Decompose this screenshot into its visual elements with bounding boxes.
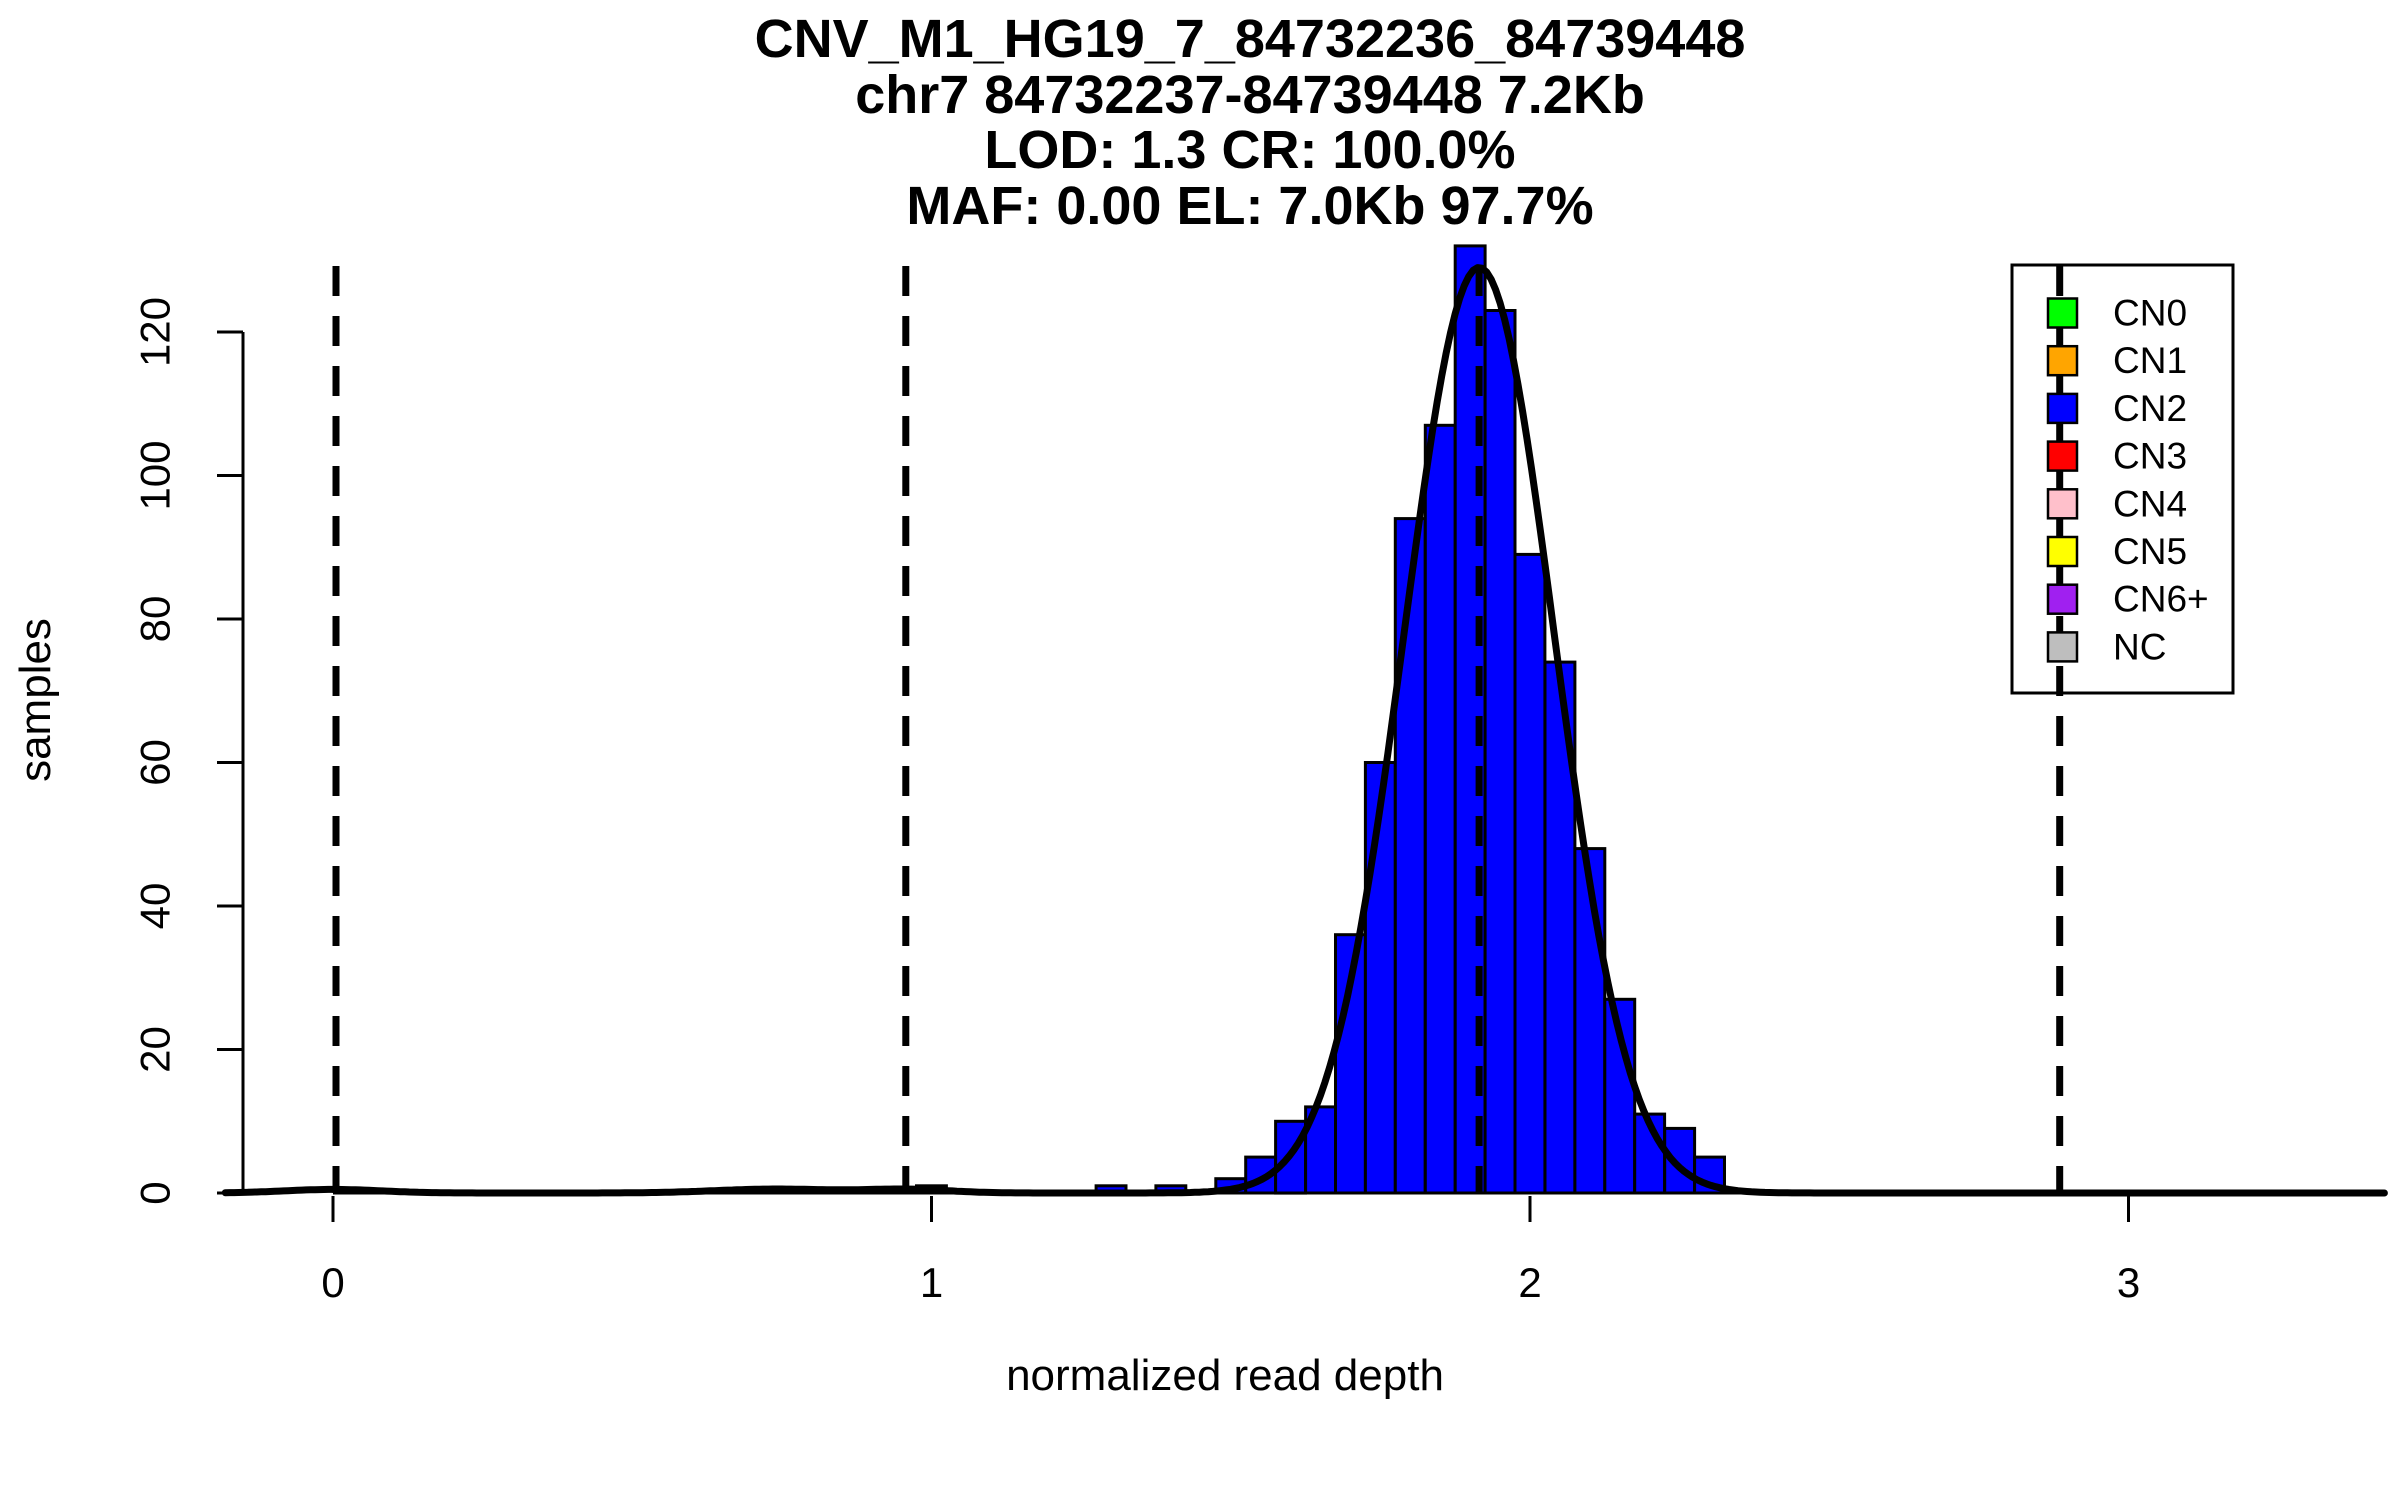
y-tick-label: 0: [132, 1181, 179, 1204]
histogram-bars: [915, 244, 1726, 1195]
y-tick-label: 60: [132, 739, 179, 786]
histogram-bar: [1393, 517, 1427, 1195]
legend-item-cn5: CN5: [2046, 531, 2187, 572]
legend-item-cn2: CN2: [2046, 388, 2187, 429]
histogram-bar: [1483, 309, 1517, 1195]
legend-label: CN0: [2113, 293, 2187, 334]
legend-swatch-cn5: [2046, 535, 2079, 568]
legend-swatch-cn6plus: [2046, 583, 2079, 615]
histogram-bar: [1573, 847, 1607, 1195]
legend-label: CN1: [2113, 340, 2187, 381]
legend-label: CN3: [2113, 436, 2187, 477]
legend-item-cn0: CN0: [2046, 293, 2187, 334]
plot-title-line-1: CNV_M1_HG19_7_84732236_84739448: [755, 9, 1746, 69]
legend-label: CN5: [2113, 531, 2187, 572]
legend-swatch-cn2: [2046, 392, 2079, 425]
legend-item-cn6plus: CN6+: [2046, 579, 2209, 620]
legend-item-cn4: CN4: [2046, 483, 2187, 524]
y-tick-label: 100: [132, 440, 179, 510]
legend-swatch-cn1: [2046, 344, 2079, 377]
legend-item-cn3: CN3: [2046, 436, 2187, 477]
legend-swatch-cn3: [2046, 440, 2079, 472]
legend: CN0 CN1 CN2 CN3 CN4 CN5 CN6+ NC: [2010, 263, 2235, 695]
axes: 0 20 40 60 80 100 120 0 1 2 3: [132, 297, 2140, 1306]
legend-label: NC: [2113, 626, 2166, 667]
legend-box: [2010, 263, 2235, 695]
legend-swatch-cn0: [2046, 297, 2079, 329]
x-tick-label: 3: [2117, 1259, 2140, 1306]
legend-swatch-cn4: [2046, 488, 2079, 520]
legend-label: CN2: [2113, 388, 2187, 429]
legend-label: CN4: [2113, 483, 2187, 524]
legend-item-cn1: CN1: [2046, 340, 2187, 381]
legend-label: CN6+: [2113, 579, 2209, 620]
x-axis-title: normalized read depth: [1006, 1351, 1444, 1400]
y-tick-label: 80: [132, 596, 179, 643]
legend-swatch-nc: [2046, 631, 2079, 663]
y-tick-label: 120: [132, 297, 179, 367]
histogram-bar: [1513, 552, 1547, 1195]
plot-title-line-4: MAF: 0.00 EL: 7.0Kb 97.7%: [906, 176, 1593, 236]
plot-title-line-3: LOD: 1.3 CR: 100.0%: [984, 120, 1515, 180]
legend-item-nc: NC: [2046, 626, 2166, 667]
plot-title-line-2: chr7 84732237-84739448 7.2Kb: [855, 65, 1645, 125]
x-tick-label: 0: [321, 1259, 344, 1306]
y-tick-label: 20: [132, 1026, 179, 1073]
copy-number-mean-lines: [332, 266, 2064, 1193]
x-tick-label: 1: [920, 1259, 943, 1306]
y-tick-label: 40: [132, 883, 179, 930]
histogram-bar: [1423, 423, 1457, 1195]
y-axis-title: samples: [11, 618, 60, 782]
x-tick-label: 2: [1518, 1259, 1541, 1306]
